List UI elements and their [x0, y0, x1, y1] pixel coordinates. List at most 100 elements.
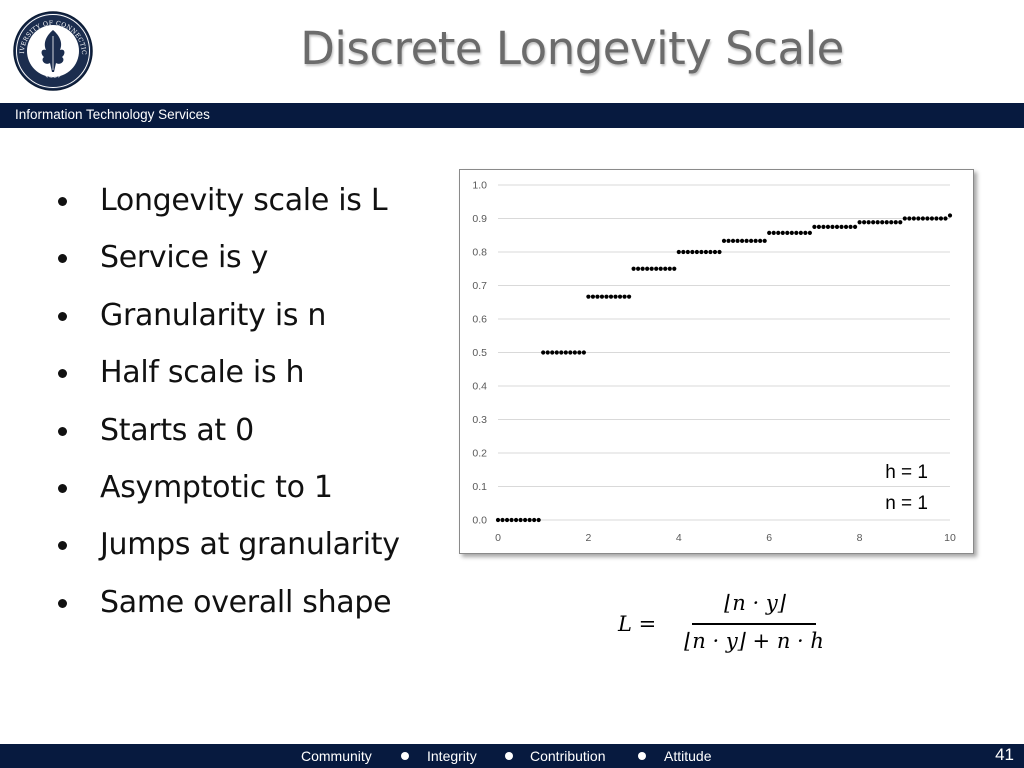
data-point	[902, 216, 907, 221]
data-point	[708, 249, 713, 255]
bullet-text: Same overall shape	[100, 584, 392, 620]
data-point	[843, 224, 849, 229]
data-point	[536, 517, 541, 523]
data-point	[753, 238, 758, 243]
data-point	[807, 230, 812, 235]
data-point	[721, 238, 727, 243]
data-point	[880, 220, 885, 225]
chart-annotation: h = 1	[885, 462, 928, 483]
bullet-text: Half scale is h	[100, 355, 305, 391]
data-point	[694, 249, 699, 255]
y-tick-label: 0.9	[472, 213, 487, 225]
bullet-icon	[58, 369, 67, 379]
data-point	[911, 216, 916, 221]
footer-bar: Community Integrity Contribution Attitud…	[0, 744, 1024, 768]
bullet-item: Jumps at granularity	[58, 521, 400, 578]
slide-title: Discrete Longevity Scale	[300, 22, 844, 75]
bullet-text: Jumps at granularity	[100, 527, 400, 563]
data-point	[717, 249, 722, 255]
bullet-text: Asymptotic to 1	[100, 469, 333, 505]
data-point	[780, 230, 785, 235]
y-tick-label: 0.3	[472, 414, 487, 426]
data-point	[626, 294, 632, 299]
data-point	[608, 294, 614, 299]
data-point	[617, 294, 623, 299]
data-point	[785, 230, 790, 235]
data-point	[672, 266, 677, 271]
data-point	[663, 266, 668, 271]
y-tick-label: 0.5	[472, 347, 487, 359]
y-tick-label: 0.6	[472, 314, 487, 326]
data-point	[857, 220, 862, 225]
data-point	[893, 220, 898, 225]
data-point	[776, 230, 781, 235]
footer-dot-icon	[505, 752, 513, 760]
y-tick-label: 0.2	[472, 448, 487, 460]
data-point	[898, 220, 903, 225]
bullet-icon	[58, 598, 67, 608]
data-point	[703, 249, 709, 255]
equation-denominator: ⌊n · y⌋ + n · h	[684, 629, 824, 653]
equation-numerator: ⌊n · y⌋	[724, 591, 786, 615]
longevity-chart-svg: 0.0 0.1 0.2 0.3 0.4 0.5 0.6 0.7 0.8 0.9 1.0 0 2 4 6 8 10…	[472, 180, 956, 545]
bullet-item: Asymptotic to 1	[58, 464, 400, 521]
bullet-item: Half scale is h	[58, 349, 400, 406]
data-point	[654, 266, 659, 271]
data-point	[830, 224, 835, 229]
y-tick-label: 0.8	[472, 247, 487, 259]
bullet-icon	[58, 483, 67, 493]
data-point	[599, 294, 605, 299]
data-point	[595, 294, 600, 299]
bullet-item: Granularity is n	[58, 292, 400, 349]
data-point	[568, 350, 573, 355]
data-point	[613, 294, 618, 299]
data-point	[889, 220, 894, 225]
bullet-item: Service is y	[58, 234, 400, 291]
data-point	[925, 216, 930, 221]
university-seal-logo: UNIVERSITY OF CONNECTICUT 1881	[12, 10, 93, 91]
data-point	[685, 249, 690, 255]
bullet-icon	[58, 254, 67, 264]
data-point	[803, 230, 808, 235]
data-point	[563, 350, 568, 355]
data-point	[699, 249, 704, 255]
data-point	[500, 517, 505, 523]
footer-item-community: Community	[301, 748, 372, 764]
data-point	[504, 517, 510, 523]
data-point	[726, 238, 731, 243]
data-point	[875, 220, 880, 225]
data-point	[658, 266, 663, 271]
bullet-item: Same overall shape	[58, 579, 400, 636]
data-point	[640, 266, 645, 271]
y-tick-label: 0.0	[472, 515, 487, 527]
data-point	[545, 350, 550, 355]
data-point	[590, 294, 596, 299]
data-point	[816, 224, 822, 229]
data-point	[577, 350, 582, 355]
data-point	[636, 266, 641, 271]
data-point	[821, 224, 826, 229]
data-point	[767, 230, 772, 235]
data-point	[735, 238, 740, 243]
data-point	[758, 238, 763, 243]
oak-leaf-icon	[41, 30, 65, 72]
x-tick-label: 2	[585, 532, 591, 544]
data-point	[495, 517, 501, 523]
data-point	[645, 266, 650, 271]
data-point	[559, 350, 564, 355]
data-point	[862, 220, 867, 225]
data-point	[513, 517, 519, 523]
x-tick-label: 0	[495, 532, 501, 544]
footer-dot-icon	[401, 752, 409, 760]
data-point	[712, 249, 718, 255]
x-tick-label: 6	[766, 532, 772, 544]
equation-lhs: L =	[618, 612, 657, 636]
bullet-icon	[58, 311, 67, 321]
bullet-list: Longevity scale is L Service is y Granul…	[58, 177, 400, 636]
data-point	[541, 350, 546, 355]
data-point	[929, 216, 935, 221]
data-point	[586, 294, 591, 299]
data-point	[749, 238, 754, 243]
data-point	[667, 266, 672, 271]
y-tick-label: 0.7	[472, 280, 487, 292]
